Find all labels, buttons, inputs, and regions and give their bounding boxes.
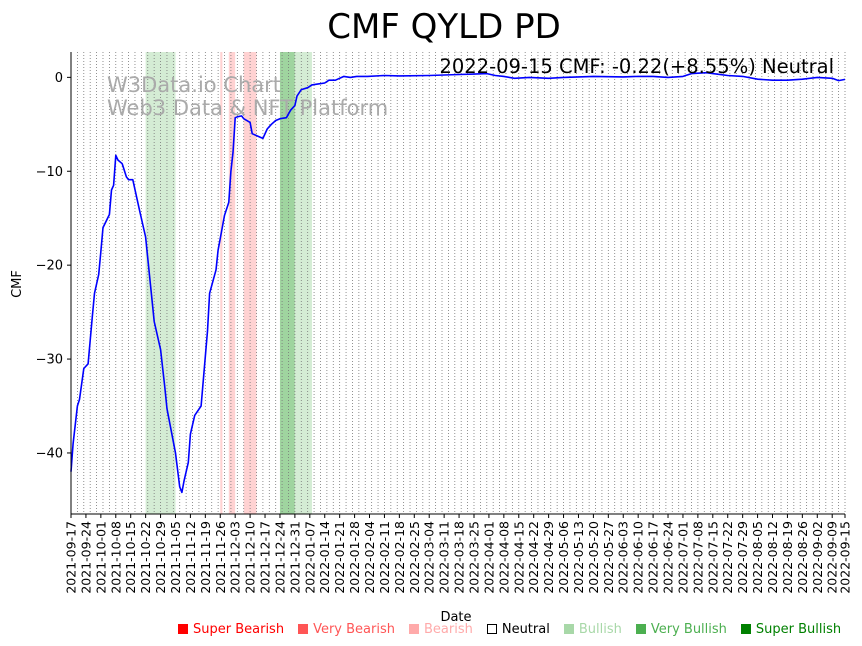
x-tick-label: 2022-07-01 — [676, 521, 691, 594]
chart-title: CMF QYLD PD — [327, 7, 561, 47]
y-tick-label: −30 — [36, 353, 63, 368]
x-tick-label: 2022-08-05 — [750, 521, 765, 594]
x-tick-label: 2022-04-22 — [526, 521, 541, 594]
x-grid — [70, 52, 846, 514]
legend: Super Bearish Very Bearish Bearish Neutral B… — [178, 620, 855, 638]
sentiment-band — [228, 52, 236, 514]
x-tick-label: 2022-06-03 — [616, 521, 631, 594]
x-tick-label: 2022-08-19 — [780, 521, 795, 594]
y-tick-label: −20 — [36, 259, 63, 274]
legend-item: Very Bullish — [635, 621, 741, 637]
x-tick-label: 2022-03-25 — [467, 521, 482, 594]
x-tick-label: 2021-10-08 — [108, 521, 123, 594]
x-tick-label: 2022-09-15 — [838, 521, 853, 594]
legend-label: Super Bearish — [193, 621, 285, 637]
x-tick-label: 2021-12-31 — [287, 521, 302, 594]
legend-swatch — [740, 624, 751, 634]
x-tick-label: 2022-03-04 — [422, 521, 437, 594]
legend-item: Bullish — [563, 621, 636, 637]
x-tick-label: 2021-10-01 — [93, 521, 108, 594]
x-tick-label: 2022-02-04 — [362, 521, 377, 594]
legend-item: Bearish — [408, 621, 487, 637]
x-tick-label: 2022-02-18 — [392, 521, 407, 594]
legend-label: Neutral — [501, 621, 550, 637]
legend-label: Super Bullish — [755, 621, 842, 637]
x-tick-label: 2021-09-24 — [78, 521, 93, 594]
watermark-line: Web3 Data & NFT Platform — [107, 96, 388, 120]
sentiment-band — [294, 52, 312, 514]
x-tick-label: 2021-09-17 — [64, 521, 79, 594]
x-tick-label: 2021-10-15 — [123, 521, 138, 594]
cmf-series-line — [70, 71, 846, 494]
legend-item: Super Bullish — [740, 621, 855, 637]
x-tick-label: 2022-03-18 — [452, 521, 467, 594]
x-tick-label: 2021-11-26 — [213, 521, 228, 594]
x-tick-label: 2021-12-24 — [273, 521, 288, 594]
legend-swatch — [298, 624, 309, 634]
sentiment-band — [220, 52, 223, 514]
x-tick-label: 2022-04-15 — [511, 521, 526, 594]
x-tick-label: 2022-05-20 — [586, 521, 601, 594]
legend-label: Bearish — [423, 621, 473, 637]
x-tick-label: 2022-06-24 — [661, 521, 676, 594]
x-tick-label: 2022-07-29 — [735, 521, 750, 594]
x-tick-label: 2021-12-17 — [258, 521, 273, 594]
legend-swatch — [408, 624, 419, 634]
x-tick-label: 2022-04-01 — [481, 521, 496, 594]
x-tick-label: 2022-04-29 — [541, 521, 556, 594]
sentiment-band — [279, 52, 295, 514]
y-ticks: 0 −10 −20 −30 −40 — [36, 71, 71, 461]
x-tick-label: 2022-04-08 — [496, 521, 511, 594]
x-tick-label: 2021-10-22 — [138, 521, 153, 594]
x-ticks: 2021-09-17 2021-09-24 2021-10-01 2021-10-08… — [64, 514, 853, 594]
x-tick-label: 2022-02-11 — [377, 521, 392, 594]
x-tick-label: 2022-09-02 — [810, 521, 825, 594]
legend-label: Very Bearish — [313, 621, 395, 637]
y-axis-label: CMF — [10, 270, 25, 298]
x-tick-label: 2021-10-29 — [153, 521, 168, 594]
x-tick-label: 2021-12-10 — [243, 521, 258, 594]
x-tick-label: 2022-03-11 — [437, 521, 452, 594]
x-tick-label: 2021-11-05 — [168, 521, 183, 594]
x-tick-label: 2022-01-28 — [347, 521, 362, 594]
legend-label: Bullish — [578, 621, 622, 637]
x-tick-label: 2021-11-19 — [198, 521, 213, 594]
x-tick-label: 2022-07-08 — [690, 521, 705, 594]
legend-swatch — [486, 624, 497, 634]
legend-item: Very Bearish — [298, 622, 409, 637]
y-tick-label: 0 — [55, 71, 63, 86]
legend-item: Neutral — [486, 621, 564, 637]
legend-label: Very Bullish — [650, 621, 727, 637]
legend-swatch — [563, 624, 574, 634]
axes — [70, 52, 845, 515]
x-tick-label: 2022-08-12 — [765, 521, 780, 594]
x-tick-label: 2022-06-10 — [631, 521, 646, 594]
x-tick-label: 2021-12-03 — [228, 521, 243, 594]
watermark-line: W3Data.io Chart — [107, 73, 281, 97]
x-tick-label: 2022-05-27 — [601, 521, 616, 594]
x-tick-label: 2022-07-15 — [705, 521, 720, 594]
latest-value-annotation: 2022-09-15 CMF: -0.22(+8.55%) Neutral — [439, 55, 834, 78]
sentiment-bands — [145, 52, 312, 514]
x-tick-label: 2022-09-09 — [825, 521, 840, 594]
x-tick-label: 2022-01-21 — [332, 521, 347, 594]
x-tick-label: 2022-02-25 — [407, 521, 422, 594]
y-tick-label: −40 — [36, 446, 63, 461]
x-axis-label: Date — [440, 610, 471, 625]
x-tick-label: 2022-01-14 — [317, 521, 332, 594]
x-tick-label: 2022-05-13 — [571, 521, 586, 594]
series-layer — [70, 71, 846, 494]
x-tick-label: 2022-07-22 — [720, 521, 735, 594]
legend-swatch — [178, 624, 188, 634]
y-tick-label: −10 — [36, 165, 63, 180]
x-tick-label: 2022-06-17 — [646, 521, 661, 594]
x-tick-label: 2022-05-06 — [556, 521, 571, 594]
legend-swatch — [635, 624, 646, 634]
x-tick-label: 2021-11-12 — [183, 521, 198, 594]
legend-item: Super Bearish — [178, 622, 298, 637]
x-tick-label: 2022-08-26 — [795, 521, 810, 594]
x-tick-label: 2022-01-07 — [302, 521, 317, 594]
